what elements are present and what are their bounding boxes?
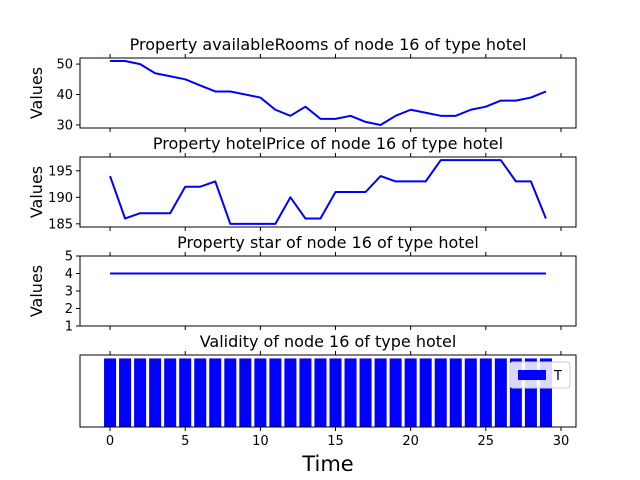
bar bbox=[314, 358, 327, 427]
bar bbox=[404, 358, 417, 427]
y-tick-label: 185 bbox=[48, 217, 73, 232]
x-tick-label: 30 bbox=[553, 434, 570, 449]
axes-frame bbox=[79, 354, 577, 428]
y-tick-label: 50 bbox=[56, 58, 73, 73]
series-line bbox=[109, 159, 547, 225]
bar bbox=[209, 358, 222, 427]
subplot-title: Property star of node 16 of type hotel bbox=[177, 233, 479, 252]
y-tick-label: 3 bbox=[65, 285, 73, 300]
bar bbox=[149, 358, 162, 427]
axes-frame bbox=[79, 57, 577, 129]
x-tick-label: 15 bbox=[327, 434, 344, 449]
subplot-title: Validity of node 16 of type hotel bbox=[200, 332, 457, 351]
y-axis-label: Values bbox=[27, 67, 46, 119]
y-axis-label: Values bbox=[27, 166, 46, 218]
bar bbox=[194, 358, 207, 427]
bar bbox=[494, 358, 507, 427]
y-tick-label: 2 bbox=[65, 302, 73, 317]
bar bbox=[224, 358, 237, 427]
x-tick-label: 10 bbox=[252, 434, 269, 449]
y-tick-label: 195 bbox=[48, 164, 73, 179]
bar bbox=[164, 358, 177, 427]
bar bbox=[239, 358, 252, 427]
bar bbox=[269, 358, 282, 427]
subplot-1: Property availableRooms of node 16 of ty… bbox=[27, 35, 577, 133]
x-tick-label: 5 bbox=[181, 434, 189, 449]
x-tick-label: 20 bbox=[402, 434, 419, 449]
bar bbox=[374, 358, 387, 427]
bar bbox=[254, 358, 267, 427]
axes-frame bbox=[79, 255, 577, 327]
y-tick-label: 1 bbox=[65, 320, 73, 335]
x-tick-label: 0 bbox=[106, 434, 114, 449]
bar bbox=[344, 358, 357, 427]
bar bbox=[329, 358, 342, 427]
axes-frame bbox=[79, 156, 577, 228]
x-axis-label: Time bbox=[301, 452, 353, 476]
bar bbox=[359, 358, 372, 427]
y-tick-label: 5 bbox=[65, 250, 73, 265]
subplot-3: Property star of node 16 of type hotel 1 2… bbox=[27, 233, 577, 335]
y-tick-label: 30 bbox=[56, 118, 73, 133]
bar bbox=[479, 358, 492, 427]
y-axis-label: Values bbox=[27, 265, 46, 317]
y-tick-label: 40 bbox=[56, 88, 73, 103]
bar bbox=[299, 358, 312, 427]
y-tick-label: 190 bbox=[48, 191, 73, 206]
bar bbox=[419, 358, 432, 427]
bar bbox=[389, 358, 402, 427]
bar bbox=[104, 358, 117, 427]
subplot-2: Property hotelPrice of node 16 of type h… bbox=[27, 134, 577, 232]
y-tick-label: 4 bbox=[65, 267, 73, 282]
subplot-title: Property hotelPrice of node 16 of type h… bbox=[153, 134, 503, 153]
bar bbox=[284, 358, 297, 427]
bar bbox=[134, 358, 147, 427]
bar bbox=[449, 358, 462, 427]
bar bbox=[434, 358, 447, 427]
legend-swatch bbox=[518, 370, 546, 380]
series-line bbox=[110, 60, 547, 126]
x-tick-label: 25 bbox=[478, 434, 495, 449]
bar bbox=[179, 358, 192, 427]
subplot-4: Validity of node 16 of type hotel 0 5 10 15 2… bbox=[79, 332, 577, 476]
bar bbox=[464, 358, 477, 427]
legend-label: T bbox=[553, 369, 562, 384]
subplot-title: Property availableRooms of node 16 of ty… bbox=[130, 35, 527, 54]
bar bbox=[119, 358, 132, 427]
